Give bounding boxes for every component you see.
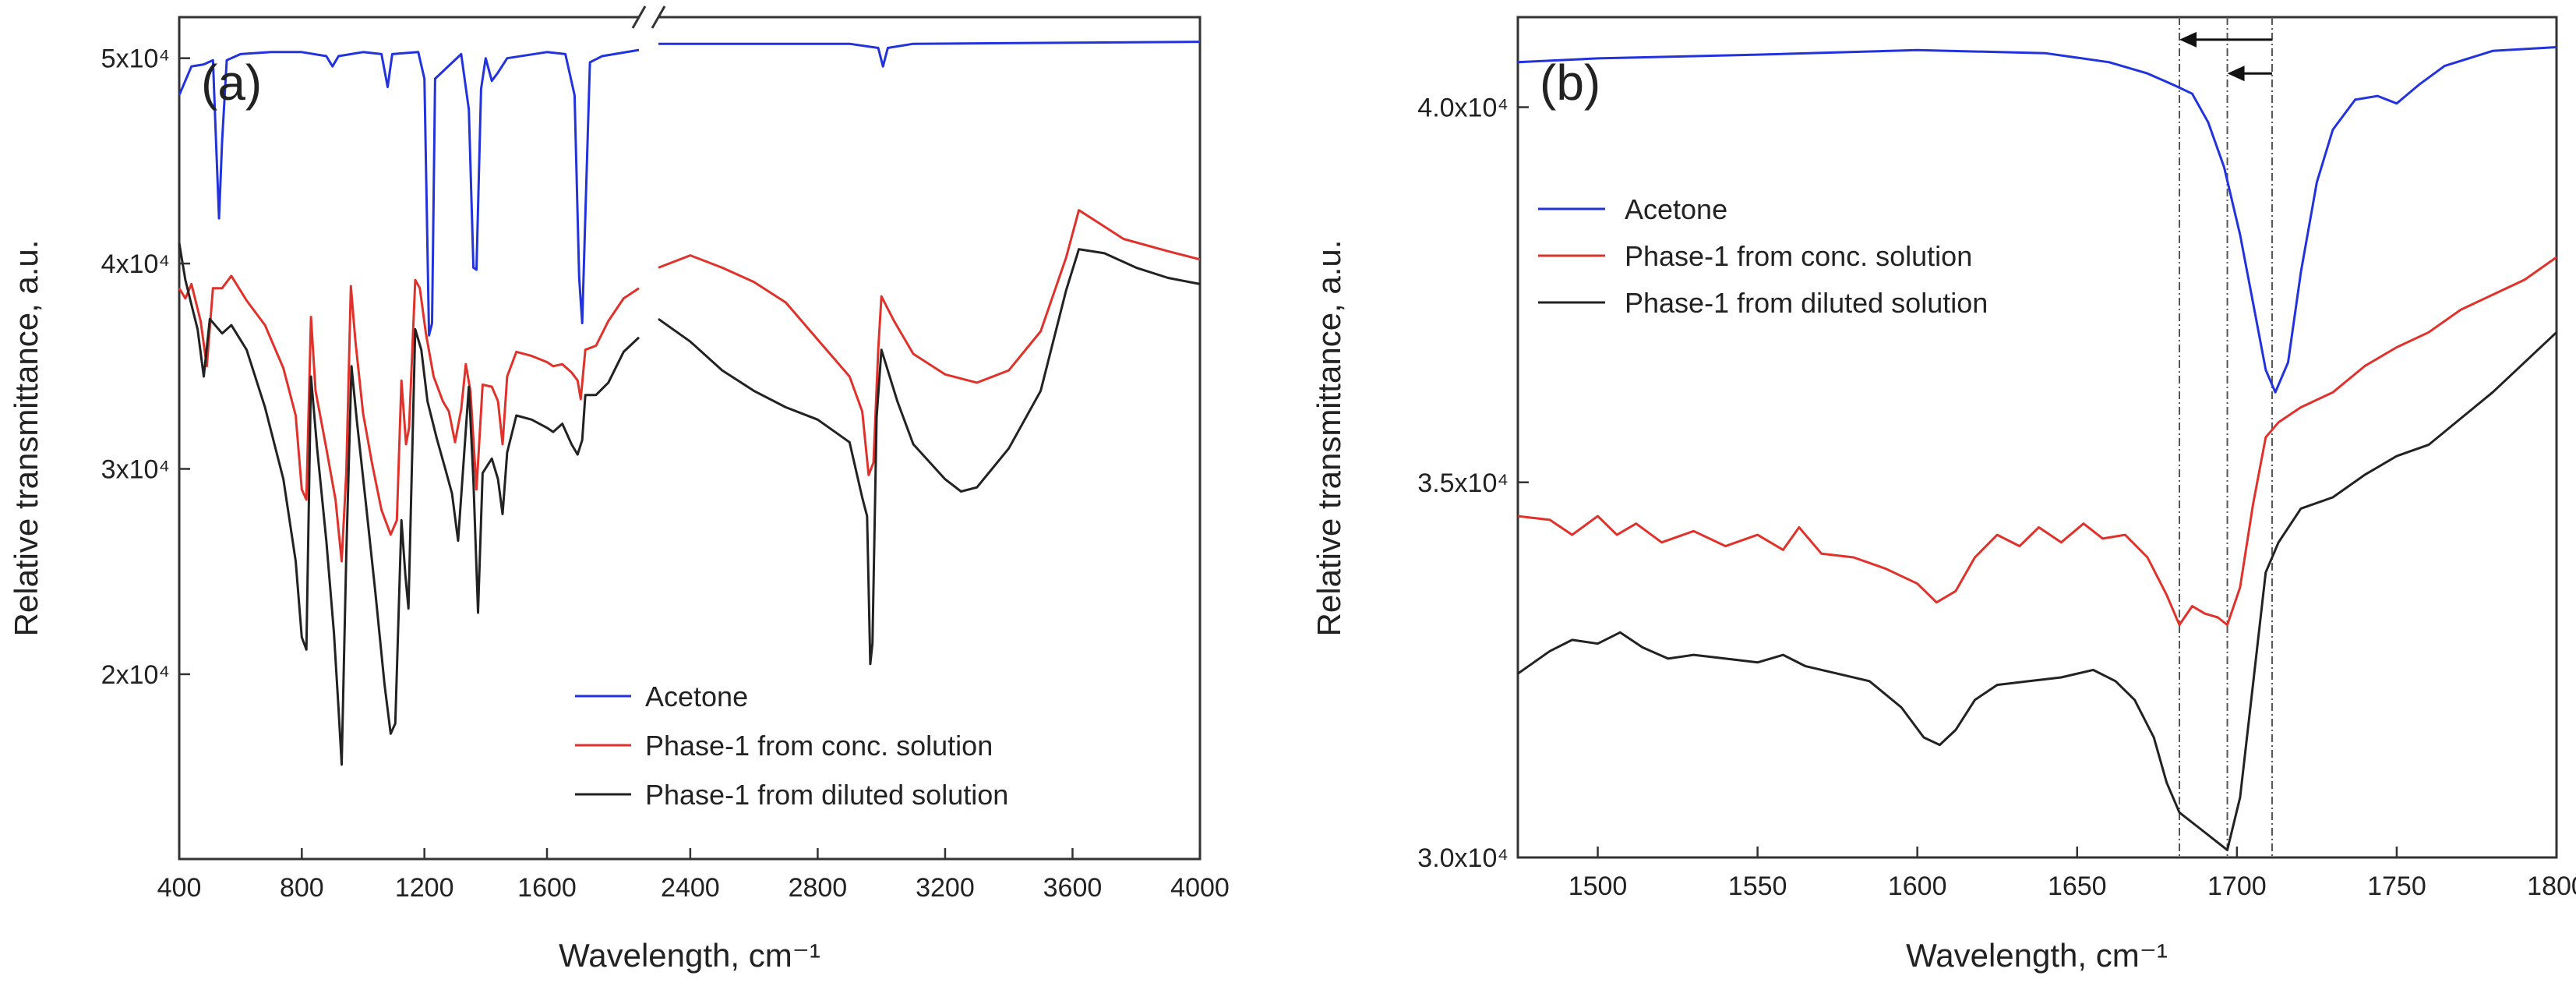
panel-b-frame bbox=[1516, 16, 2558, 859]
y-tick-label-b-35000: 3.5x10⁴ bbox=[1417, 468, 1509, 498]
x-tick-label-a-800: 800 bbox=[280, 873, 324, 903]
x-tick-label-a-400: 400 bbox=[157, 873, 202, 903]
y-tick-label-b-40000: 4.0x10⁴ bbox=[1417, 94, 1509, 123]
x-tick-label-a-1200: 1200 bbox=[395, 873, 454, 903]
y-tick-label-a-50000: 5x10⁴ bbox=[101, 44, 170, 74]
x-tick-label-b-1800: 1800 bbox=[2527, 871, 2576, 901]
x-tick-label-b-1550: 1550 bbox=[1728, 871, 1787, 901]
panel-a-ticks: 400 800 1200 1600 2400 2800 3200 3600 4000 2x10⁴ 3… bbox=[101, 44, 1230, 903]
y-tick-label-a-20000: 2x10⁴ bbox=[101, 660, 170, 690]
legend-a-dil: Phase-1 from diluted solution bbox=[645, 779, 1008, 811]
panel-b-label: (b) bbox=[1540, 55, 1600, 111]
x-tick-label-b-1500: 1500 bbox=[1569, 871, 1628, 901]
x-tick-label-a-3200: 3200 bbox=[916, 873, 975, 903]
y-tick-label-b-30000: 3.0x10⁴ bbox=[1417, 843, 1509, 873]
x-tick-label-a-4000: 4000 bbox=[1170, 873, 1230, 903]
series-a-conc-segment-1 bbox=[178, 274, 640, 563]
panel-b-series bbox=[1517, 46, 2558, 851]
x-tick-label-a-3600: 3600 bbox=[1043, 873, 1103, 903]
x-tick-label-a-2800: 2800 bbox=[789, 873, 848, 903]
series-b-conc bbox=[1517, 256, 2557, 627]
series-a-acetone-segment-2 bbox=[658, 41, 1201, 68]
x-tick-label-a-2400: 2400 bbox=[661, 873, 720, 903]
y-tick-label-a-30000: 3x10⁴ bbox=[101, 455, 170, 485]
series-a-conc-segment-2 bbox=[658, 209, 1201, 476]
series-a-dil-segment-1 bbox=[178, 242, 640, 766]
panel-b-ticks: 1500 1550 1600 1650 1700 1750 1800 3.0x10⁴ 3.5x1… bbox=[1417, 94, 2576, 902]
legend-b-conc: Phase-1 from conc. solution bbox=[1625, 240, 1972, 272]
series-b-dil bbox=[1517, 331, 2558, 851]
x-tick-label-b-1750: 1750 bbox=[2367, 871, 2426, 901]
x-tick-label-b-1650: 1650 bbox=[2048, 871, 2107, 901]
series-b-acetone bbox=[1517, 46, 2557, 394]
y-tick-label-a-40000: 4x10⁴ bbox=[101, 249, 170, 279]
panel-a-series bbox=[178, 41, 1201, 766]
panel-a-label: (a) bbox=[201, 55, 262, 111]
panel-b-xlabel: Wavelength, cm⁻¹ bbox=[1906, 937, 2168, 974]
panel-b-legend: Acetone Phase-1 from conc. solution Phas… bbox=[1538, 193, 1988, 319]
panel-a-ylabel: Relative transmittance, a.u. bbox=[8, 240, 44, 637]
x-tick-label-b-1700: 1700 bbox=[2207, 871, 2267, 901]
shift-arrow-head-1 bbox=[2179, 31, 2197, 48]
panel-b-shift-arrows bbox=[2179, 31, 2272, 82]
legend-a-conc: Phase-1 from conc. solution bbox=[645, 730, 993, 762]
legend-b-acetone: Acetone bbox=[1625, 193, 1727, 225]
panel-a-legend: Acetone Phase-1 from conc. solution Phas… bbox=[575, 681, 1008, 811]
axis-break-marker bbox=[631, 5, 666, 29]
shift-arrow-head-2 bbox=[2227, 65, 2245, 82]
panel-a: 400 800 1200 1600 2400 2800 3200 3600 4000 2x10⁴ 3… bbox=[8, 5, 1230, 974]
axis-break-slash-1 bbox=[631, 5, 647, 29]
legend-a-acetone: Acetone bbox=[645, 681, 748, 712]
panel-b-guide-lines bbox=[2179, 17, 2273, 857]
x-tick-label-a-1600: 1600 bbox=[517, 873, 577, 903]
series-a-dil-segment-2 bbox=[658, 248, 1201, 666]
axis-break-slash-2 bbox=[651, 5, 666, 29]
legend-b-dil: Phase-1 from diluted solution bbox=[1625, 287, 1988, 319]
x-tick-label-b-1600: 1600 bbox=[1888, 871, 1947, 901]
panel-a-xlabel: Wavelength, cm⁻¹ bbox=[559, 937, 820, 974]
panel-b: 1500 1550 1600 1650 1700 1750 1800 3.0x10⁴ 3.5x1… bbox=[1311, 16, 2576, 974]
panel-b-ylabel: Relative transmittance, a.u. bbox=[1311, 240, 1347, 637]
series-a-acetone-segment-1 bbox=[178, 48, 640, 337]
